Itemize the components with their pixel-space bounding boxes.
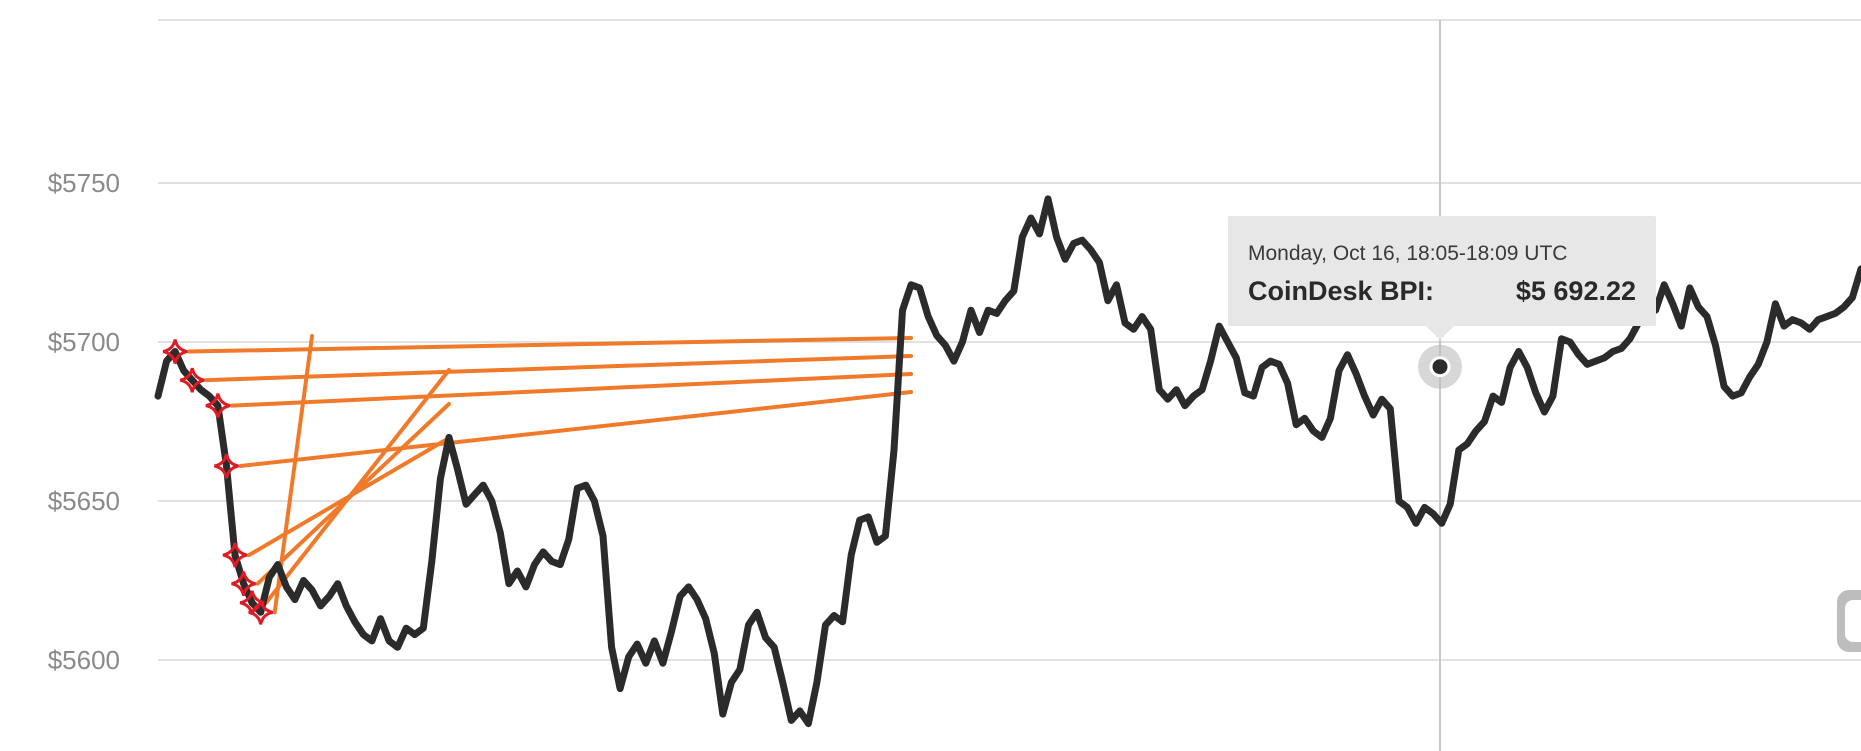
red-star-marker-icon bbox=[214, 453, 239, 479]
red-star-marker-icon bbox=[179, 367, 205, 393]
annotation-line bbox=[264, 368, 451, 605]
red-star-marker-icon bbox=[231, 571, 256, 597]
red-star-marker-icon bbox=[205, 393, 231, 418]
annotation-line bbox=[204, 354, 914, 383]
annotation-line bbox=[229, 372, 914, 408]
annotation-line bbox=[238, 390, 914, 469]
annotation-markers bbox=[162, 339, 274, 625]
price-series bbox=[154, 195, 1861, 728]
red-star-marker-icon bbox=[222, 542, 248, 568]
red-star-marker-icon bbox=[248, 599, 274, 625]
y-tick-label: $5750 bbox=[48, 168, 120, 198]
hover-point bbox=[1418, 344, 1462, 389]
tooltip-value: $5 692.22 bbox=[1515, 276, 1636, 306]
y-axis-labels: $5600 $5650 $5700 $5750 bbox=[48, 168, 120, 675]
hover-point[interactable] bbox=[1429, 356, 1451, 378]
grid-lines bbox=[158, 19, 1861, 661]
tooltip-label: CoinDesk BPI: bbox=[1248, 276, 1435, 306]
tooltip-value-row: CoinDesk BPI: $5 692.22 bbox=[1248, 276, 1636, 307]
price-line bbox=[154, 195, 1861, 728]
red-star-marker-icon bbox=[162, 339, 188, 364]
tooltip-date: Monday, Oct 16, 18:05-18:09 UTC bbox=[1248, 242, 1568, 265]
tooltip: Monday, Oct 16, 18:05-18:09 UTC CoinDesk… bbox=[1228, 216, 1656, 340]
y-tick-label: $5700 bbox=[48, 327, 120, 357]
y-tick-label: $5650 bbox=[48, 486, 120, 516]
annotation-line bbox=[187, 336, 914, 354]
annotation-lines bbox=[187, 334, 914, 615]
gray-rounded-badge-icon[interactable] bbox=[1833, 586, 1861, 656]
y-tick-label: $5600 bbox=[48, 645, 120, 675]
